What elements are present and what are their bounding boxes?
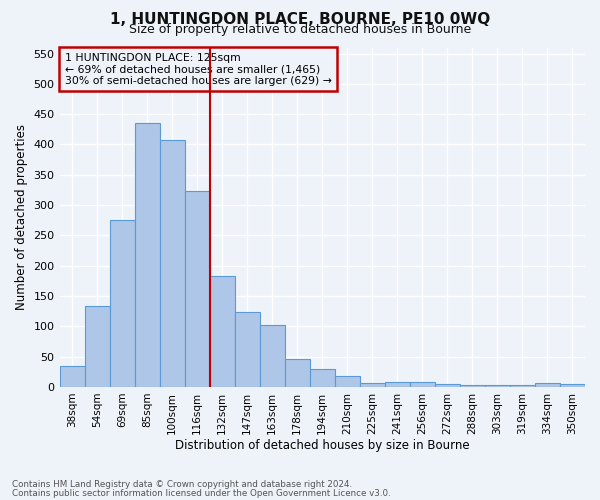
Bar [360, 382, 385, 387]
Text: 1, HUNTINGDON PLACE, BOURNE, PE10 0WQ: 1, HUNTINGDON PLACE, BOURNE, PE10 0WQ [110, 12, 490, 26]
Bar [185, 191, 209, 387]
Bar [310, 369, 335, 387]
Bar [410, 382, 435, 387]
Text: Contains HM Land Registry data © Crown copyright and database right 2024.: Contains HM Land Registry data © Crown c… [12, 480, 352, 489]
Bar [285, 359, 310, 387]
Bar [460, 384, 485, 387]
Bar [535, 382, 560, 387]
Bar [260, 324, 285, 387]
X-axis label: Distribution of detached houses by size in Bourne: Distribution of detached houses by size … [175, 440, 470, 452]
Bar [110, 220, 134, 387]
Bar [160, 140, 185, 387]
Bar [510, 385, 535, 387]
Text: 1 HUNTINGDON PLACE: 125sqm
← 69% of detached houses are smaller (1,465)
30% of s: 1 HUNTINGDON PLACE: 125sqm ← 69% of deta… [65, 52, 332, 86]
Bar [134, 124, 160, 387]
Bar [209, 276, 235, 387]
Bar [59, 366, 85, 387]
Bar [485, 384, 510, 387]
Text: Contains public sector information licensed under the Open Government Licence v3: Contains public sector information licen… [12, 489, 391, 498]
Text: Size of property relative to detached houses in Bourne: Size of property relative to detached ho… [129, 22, 471, 36]
Bar [560, 384, 585, 387]
Y-axis label: Number of detached properties: Number of detached properties [15, 124, 28, 310]
Bar [335, 376, 360, 387]
Bar [435, 384, 460, 387]
Bar [385, 382, 410, 387]
Bar [235, 312, 260, 387]
Bar [85, 306, 110, 387]
